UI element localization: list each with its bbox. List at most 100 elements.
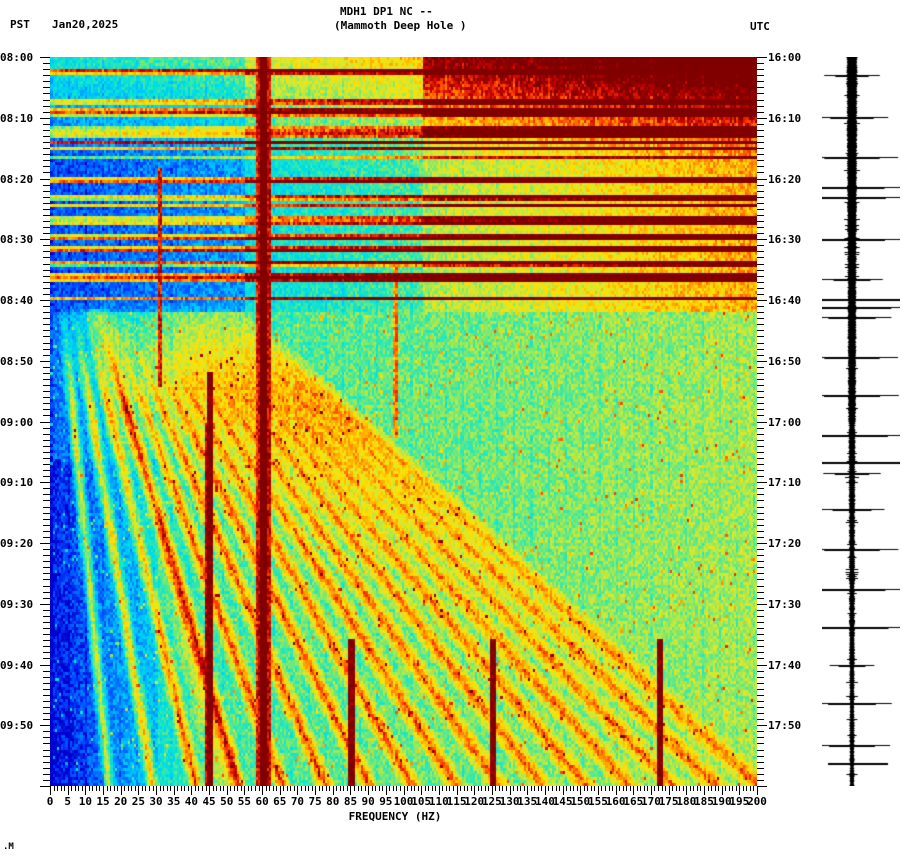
freq-tick-minor [283,786,284,791]
freq-tick-minor [89,786,90,791]
time-tick-minor [43,525,50,526]
time-tick-minor [43,598,50,599]
freq-tick-minor [195,786,196,791]
spectrogram-plot[interactable] [50,57,757,786]
time-tick-major [40,482,50,483]
time-tick-minor [757,555,764,556]
time-tick-minor [43,203,50,204]
freq-tick-minor [400,786,401,791]
time-tick-minor [43,257,50,258]
time-tick-minor [43,306,50,307]
time-tick-minor [757,124,764,125]
freq-tick-minor [548,786,549,791]
time-tick-minor [43,343,50,344]
freq-tick-minor [259,786,260,791]
freq-tick-minor [269,786,270,791]
time-tick-minor [43,124,50,125]
freq-tick-minor [248,786,249,791]
freq-tick-minor [340,786,341,791]
freq-tick-minor [273,786,274,791]
freq-tick-major [633,786,634,795]
freq-tick-minor [294,786,295,791]
freq-tick-minor [153,786,154,791]
time-tick-minor [757,270,764,271]
freq-tick-minor [743,786,744,791]
freq-label: 140 [534,795,555,808]
freq-tick-minor [393,786,394,791]
freq-label: 5 [64,795,71,808]
freq-tick-minor [690,786,691,791]
time-tick-minor [757,343,764,344]
freq-label: 0 [46,795,54,808]
time-tick-minor [757,209,764,210]
freq-tick-minor [71,786,72,791]
freq-tick-minor [435,786,436,791]
freq-tick-minor [64,786,65,791]
time-tick-minor [757,409,764,410]
freq-tick-minor [379,786,380,791]
freq-tick-minor [658,786,659,791]
freq-tick-major [156,786,157,795]
freq-tick-major [739,786,740,795]
freq-tick-minor [145,786,146,791]
time-tick-minor [757,403,764,404]
time-tick-minor [757,233,764,234]
freq-tick-minor [107,786,108,791]
freq-tick-major [85,786,86,795]
freq-tick-minor [326,786,327,791]
time-tick-minor [757,737,764,738]
freq-tick-minor [301,786,302,791]
freq-tick-minor [570,786,571,791]
freq-tick-major [527,786,528,795]
time-tick-major [757,604,767,605]
time-tick-minor [757,93,764,94]
freq-label: 85 [343,795,358,808]
time-tick-minor [757,172,764,173]
time-tick-minor [43,373,50,374]
freq-tick-minor [396,786,397,791]
time-tick-minor [757,695,764,696]
freq-label: 150 [570,795,591,808]
time-tick-major [40,543,50,544]
freq-tick-minor [464,786,465,791]
freq-tick-minor [61,786,62,791]
freq-label: 65 [273,795,287,808]
freq-tick-minor [375,786,376,791]
seismogram-trace [822,57,900,786]
freq-label: 75 [308,795,322,808]
freq-tick-minor [573,786,574,791]
freq-tick-minor [255,786,256,791]
time-tick-minor [43,713,50,714]
freq-tick-minor [414,786,415,791]
time-tick-major [40,179,50,180]
time-tick-minor [43,154,50,155]
time-tick-major [757,361,767,362]
time-tick-major [40,361,50,362]
time-tick-minor [757,379,764,380]
freq-tick-minor [566,786,567,791]
time-tick-minor [43,610,50,611]
freq-label: 80 [326,795,340,808]
freq-tick-minor [531,786,532,791]
freq-tick-minor [308,786,309,791]
freq-label: 105 [411,795,432,808]
freq-tick-minor [358,786,359,791]
freq-tick-major [174,786,175,795]
time-tick-minor [43,762,50,763]
freq-tick-major [68,786,69,795]
freq-tick-minor [718,786,719,791]
freq-tick-minor [619,786,620,791]
time-tick-minor [43,63,50,64]
time-tick-minor [757,689,764,690]
freq-tick-minor [732,786,733,791]
time-tick-minor [757,434,764,435]
freq-tick-minor [584,786,585,791]
freq-tick-minor [485,786,486,791]
time-tick-minor [43,270,50,271]
freq-tick-minor [693,786,694,791]
freq-label: 130 [499,795,520,808]
freq-tick-minor [365,786,366,791]
freq-tick-major [616,786,617,795]
timezone-label-right: UTC [750,20,770,33]
freq-tick-minor [78,786,79,791]
